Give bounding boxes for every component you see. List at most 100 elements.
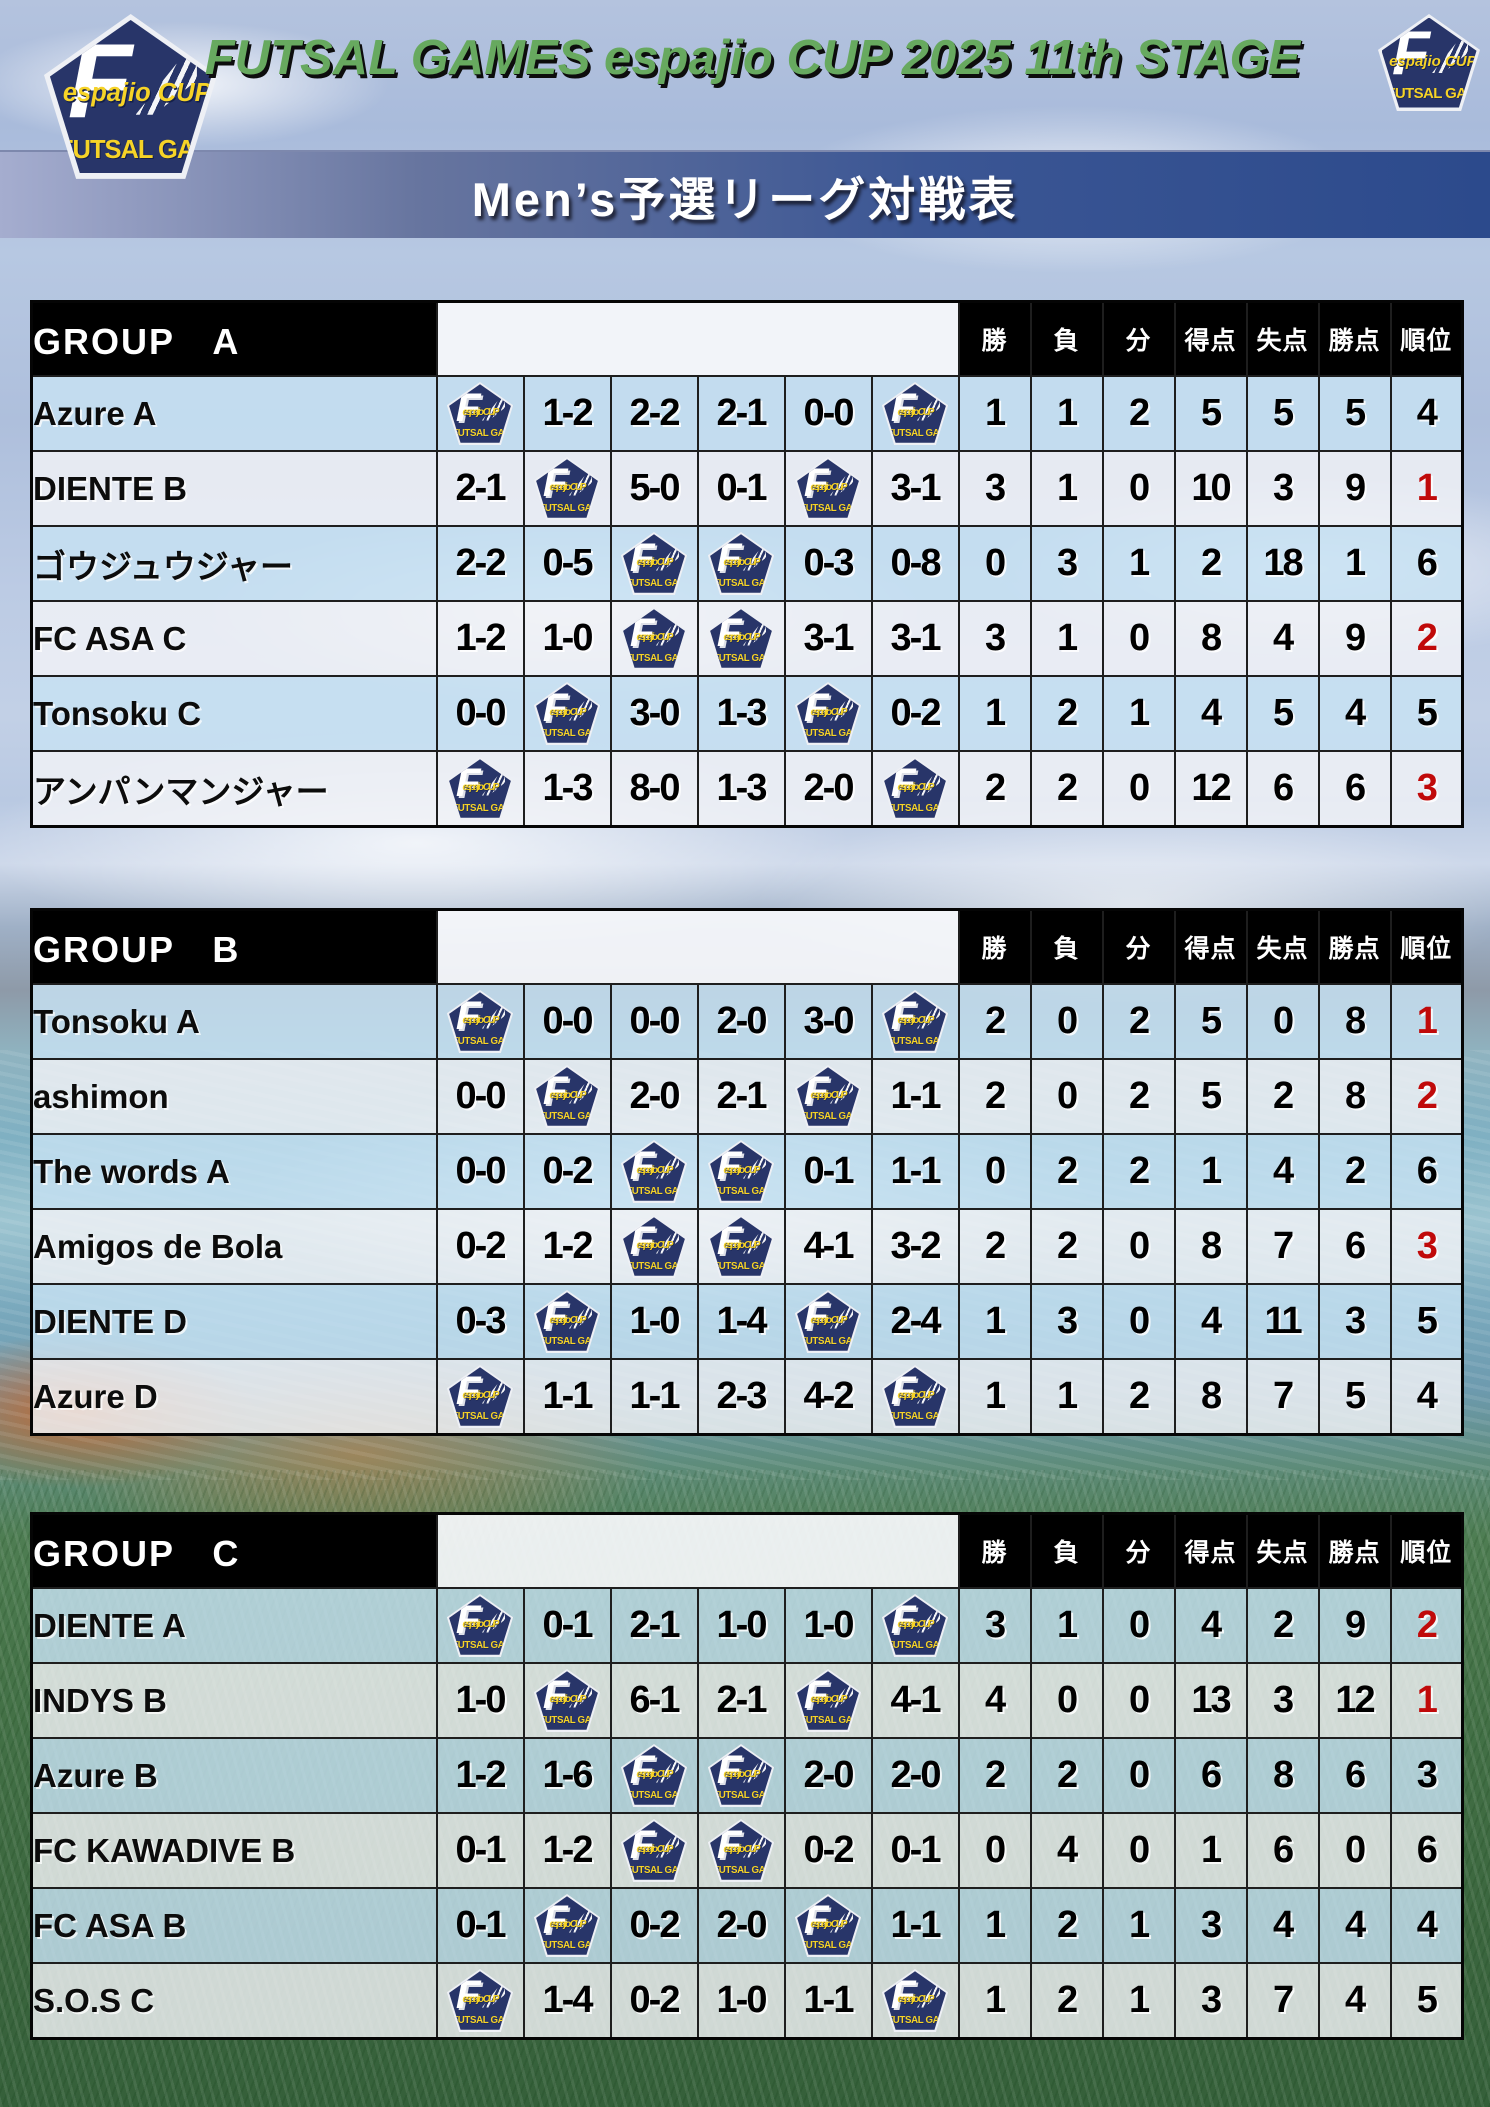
rank-cell: 5 (1389, 1962, 1464, 2040)
stat-win: 1 (957, 675, 1032, 752)
match-score-cell: 0-1 (435, 1812, 525, 1889)
match-score-cell: 8-0 (609, 750, 699, 828)
stat-draw: 2 (1101, 983, 1176, 1060)
match-score-cell: 2-2 (609, 375, 699, 452)
logo-games-text: FUTSAL GAMES (800, 727, 859, 739)
matrix-header-blank (435, 1512, 960, 1589)
match-score-cell: 2-1 (609, 1587, 699, 1664)
stat-points: 8 (1317, 983, 1392, 1060)
stat-goals-for: 3 (1173, 1887, 1248, 1964)
col-header-goals-against: 失点 (1245, 300, 1320, 377)
team-name: ゴウジュウジャー (30, 525, 438, 602)
stat-goals-for: 5 (1173, 375, 1248, 452)
stat-loss: 1 (1029, 450, 1104, 527)
match-score-cell: 1-4 (696, 1283, 786, 1360)
col-header-goals-against: 失点 (1245, 908, 1320, 985)
stat-draw: 0 (1101, 750, 1176, 828)
team-name: Amigos de Bola (30, 1208, 438, 1285)
team-name: Azure A (30, 375, 438, 452)
team-name: The words A (30, 1133, 438, 1210)
group-label: GROUP B (30, 908, 438, 985)
stat-draw: 1 (1101, 1962, 1176, 2040)
stat-loss: 0 (1029, 1058, 1104, 1135)
match-score-cell: 1-0 (696, 1587, 786, 1664)
stat-goals-against: 11 (1245, 1283, 1320, 1360)
stat-points: 4 (1317, 1887, 1392, 1964)
stat-win: 3 (957, 1587, 1032, 1664)
stat-loss: 0 (1029, 1662, 1104, 1739)
stat-goals-for: 8 (1173, 1358, 1248, 1436)
stat-goals-against: 8 (1245, 1737, 1320, 1814)
match-score-cell: 3-2 (870, 1208, 960, 1285)
team-name: Azure D (30, 1358, 438, 1436)
match-score-cell: 0-2 (609, 1887, 699, 1964)
match-score-cell: 0-0 (435, 1133, 525, 1210)
stat-goals-for: 12 (1173, 750, 1248, 828)
logo-cup-text: espajio CUP (462, 1618, 500, 1630)
match-score-cell: 2-1 (696, 1662, 786, 1739)
match-score-cell: 1-2 (435, 1737, 525, 1814)
logo-cup-text: espajio CUP (462, 406, 500, 418)
team-name: アンパンマンジャー (30, 750, 438, 828)
rank-cell: 2 (1389, 1587, 1464, 1664)
logo-games-text: FUTSAL GAMES (713, 1789, 772, 1801)
logo-cup-text: espajio CUP (636, 631, 674, 643)
match-score-cell: 1-2 (522, 1812, 612, 1889)
logo-cup-text: espajio CUP (897, 1993, 935, 2005)
stat-goals-against: 2 (1245, 1587, 1320, 1664)
rank-cell: 4 (1389, 1887, 1464, 1964)
stat-points: 1 (1317, 525, 1392, 602)
stat-loss: 3 (1029, 1283, 1104, 1360)
team-name: DIENTE A (30, 1587, 438, 1664)
stat-points: 0 (1317, 1812, 1392, 1889)
logo-games-text: FUTSAL GAMES (800, 502, 859, 514)
logo-games-text: FUTSAL GAMES (539, 727, 598, 739)
stat-loss: 2 (1029, 1962, 1104, 2040)
match-score-cell: 0-3 (783, 525, 873, 602)
match-score-cell: 0-0 (609, 983, 699, 1060)
logo-games-text: FUTSAL GAMES (452, 1639, 511, 1651)
stat-win: 2 (957, 750, 1032, 828)
match-score-cell: 1-1 (783, 1962, 873, 2040)
match-score-cell: 2-0 (870, 1737, 960, 1814)
stat-win: 2 (957, 1058, 1032, 1135)
logo-games-text: FUTSAL GAMES (539, 1714, 598, 1726)
match-score-cell: 0-1 (696, 450, 786, 527)
match-score-cell: 0-1 (522, 1587, 612, 1664)
stat-goals-against: 7 (1245, 1208, 1320, 1285)
match-score-cell: 1-2 (522, 375, 612, 452)
logo-cup-text: espajio CUP (810, 1693, 848, 1705)
team-name: DIENTE D (30, 1283, 438, 1360)
logo-games-text: FUTSAL GAMES (626, 577, 685, 589)
